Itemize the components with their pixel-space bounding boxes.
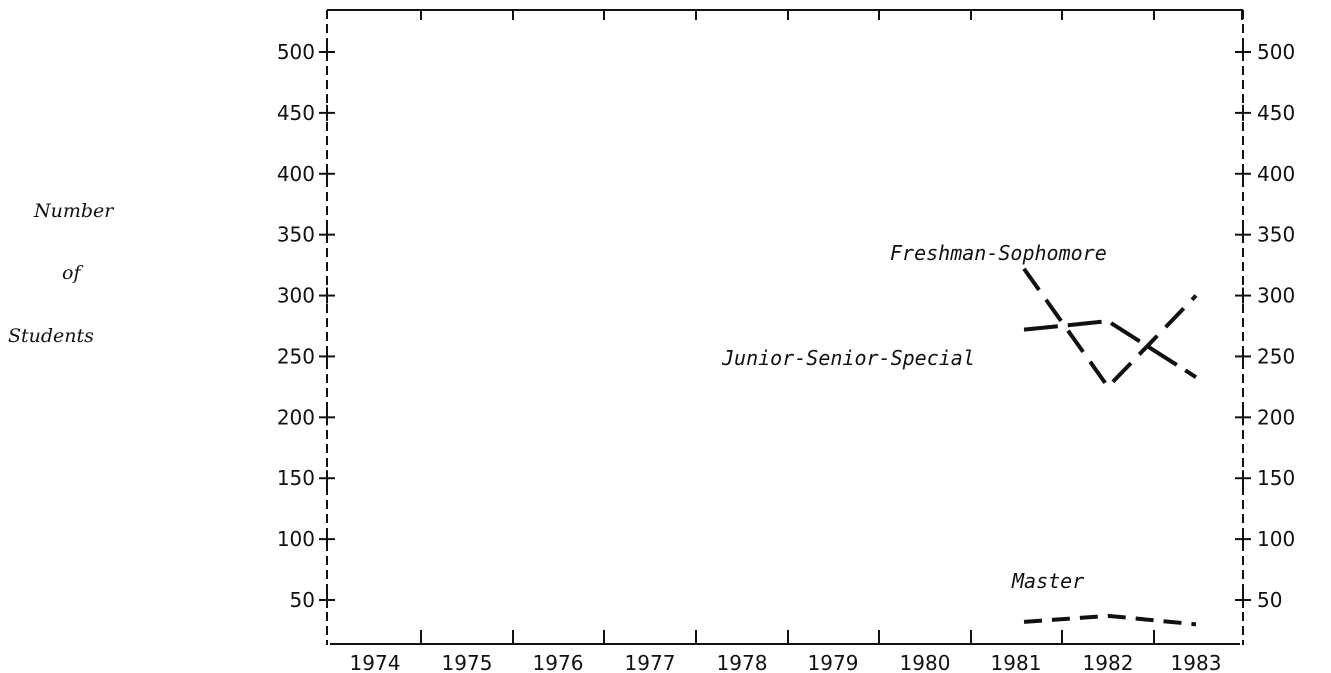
series-line-junior-senior-special <box>1023 319 1198 379</box>
x-tick-label: 1981 <box>991 651 1042 673</box>
left-y-tick-label: 450 <box>277 101 315 125</box>
series-line-master <box>1023 613 1197 627</box>
x-tick-label: 1974 <box>350 651 401 673</box>
right-y-tick-label: 250 <box>1257 344 1295 368</box>
series-label: Master <box>1011 569 1084 593</box>
series-line-freshman-sophomore <box>1022 267 1198 391</box>
left-y-tick-label: 100 <box>277 527 315 551</box>
x-tick-label: 1979 <box>808 651 859 673</box>
left-y-tick-label: 350 <box>277 223 315 247</box>
plot-frame <box>326 9 1244 645</box>
x-tick-label: 1975 <box>442 651 493 673</box>
right-y-tick-label: 50 <box>1257 588 1282 612</box>
top-x-ticks <box>420 10 1243 20</box>
right-y-axis: 50 100 150 200 250 300 350 400 450 500 <box>1235 40 1295 612</box>
x-tick-label: 1983 <box>1171 651 1222 673</box>
y-axis-label-line-2: of <box>62 262 81 284</box>
left-y-tick-label: 500 <box>277 40 315 64</box>
series-label: Junior-Senior-Special <box>721 346 975 370</box>
x-tick-label: 1982 <box>1083 651 1134 673</box>
left-y-axis: 50 100 150 200 250 300 350 400 450 500 <box>277 40 335 612</box>
right-y-tick-label: 450 <box>1257 101 1295 125</box>
right-y-tick-label: 150 <box>1257 466 1295 490</box>
x-tick-label: 1976 <box>533 651 584 673</box>
left-y-tick-label: 250 <box>277 344 315 368</box>
x-tick-label: 1980 <box>900 651 951 673</box>
left-y-tick-label: 300 <box>277 284 315 308</box>
left-y-tick-label: 400 <box>277 162 315 186</box>
right-y-tick-label: 350 <box>1257 223 1295 247</box>
left-y-tick-label: 150 <box>277 466 315 490</box>
right-y-tick-label: 400 <box>1257 162 1295 186</box>
left-y-tick-label: 50 <box>290 588 315 612</box>
right-y-tick-label: 100 <box>1257 527 1295 551</box>
series-labels: Freshman-Sophomore Junior-Senior-Special M… <box>721 241 1107 593</box>
y-axis-label-line-3: Students <box>8 325 94 347</box>
x-axis: 1974 1975 1976 1977 1978 1979 1980 1981 1982 1983 <box>330 630 1240 673</box>
x-tick-label: 1978 <box>717 651 768 673</box>
right-y-tick-label: 300 <box>1257 284 1295 308</box>
right-y-tick-label: 200 <box>1257 405 1295 429</box>
series-lines <box>1022 267 1198 627</box>
series-label: Freshman-Sophomore <box>890 241 1107 265</box>
right-y-tick-label: 500 <box>1257 40 1295 64</box>
x-tick-label: 1977 <box>625 651 676 673</box>
left-y-tick-label: 200 <box>277 405 315 429</box>
y-axis-label-line-1: Number <box>34 200 114 222</box>
